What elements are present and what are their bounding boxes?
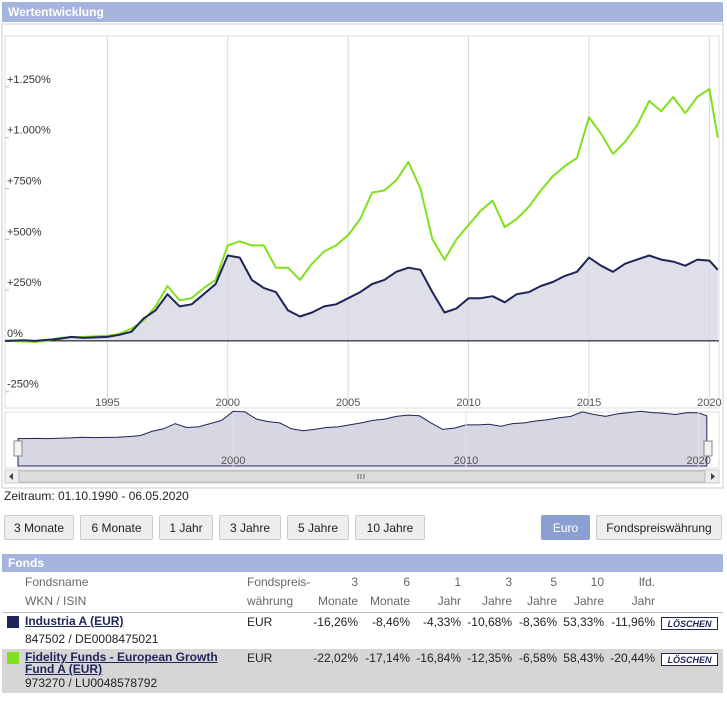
- period-button[interactable]: 3 Jahre: [219, 515, 281, 540]
- x-tick-label: 2020: [697, 397, 721, 409]
- column-header: 3: [351, 575, 358, 589]
- column-header: 1: [454, 575, 461, 589]
- y-tick-label: +1.250%: [7, 74, 51, 86]
- column-header: Jahre: [573, 594, 604, 608]
- delete-button[interactable]: LÖSCHEN: [661, 617, 718, 630]
- plot-area: [4, 35, 720, 409]
- delete-button[interactable]: LÖSCHEN: [661, 653, 718, 666]
- table-header: Fonds: [2, 554, 723, 572]
- y-tick-label: +1.000%: [7, 125, 51, 137]
- navigator-handle[interactable]: [13, 440, 23, 457]
- fund-return: -6,58%: [518, 651, 557, 665]
- column-header: lfd.: [638, 575, 655, 589]
- fund-id: 847502 / DE0008475021: [25, 632, 159, 646]
- fund-return: 58,43%: [563, 651, 604, 665]
- column-header: WKN / ISIN: [25, 594, 87, 608]
- fund-return: -8,36%: [518, 615, 557, 629]
- column-header: Jahre: [481, 594, 512, 608]
- y-tick-label: +250%: [7, 277, 42, 289]
- y-tick-label: +500%: [7, 226, 42, 238]
- scroll-right-arrow: [711, 473, 715, 480]
- currency-button[interactable]: Fondspreiswährung: [596, 515, 722, 540]
- fund-return: -22,02%: [313, 651, 358, 665]
- column-header: 10: [590, 575, 604, 589]
- series-swatch: [7, 616, 19, 628]
- series-area: [5, 255, 718, 341]
- fund-return: -12,35%: [467, 651, 512, 665]
- y-tick-label: 0%: [7, 328, 23, 340]
- y-tick-label: -250%: [7, 379, 39, 391]
- column-header: Fondsname: [25, 575, 89, 589]
- navigator-tick-label: 2010: [454, 455, 478, 467]
- period-button[interactable]: 5 Jahre: [287, 515, 349, 540]
- y-tick-label: +750%: [7, 175, 42, 187]
- fund-return: -4,33%: [422, 615, 461, 629]
- fund-return: -16,84%: [416, 651, 461, 665]
- series-swatch: [7, 652, 19, 664]
- column-header: Jahr: [437, 594, 461, 608]
- fund-return: -10,68%: [467, 615, 512, 629]
- fund-return: -20,44%: [610, 651, 655, 665]
- fund-id: 973270 / LU0048578792: [25, 676, 158, 690]
- table-row: [2, 613, 723, 649]
- navigator-handle[interactable]: [703, 440, 713, 457]
- fund-currency: EUR: [247, 615, 273, 629]
- scroll-left-arrow: [9, 473, 13, 480]
- period-text: Zeitraum: 01.10.1990 - 06.05.2020: [4, 489, 189, 503]
- period-button[interactable]: 1 Jahr: [159, 515, 213, 540]
- row-separator: [2, 612, 723, 613]
- x-tick-label: 2015: [577, 397, 601, 409]
- column-header: währung: [247, 594, 294, 608]
- table-row: [2, 649, 723, 693]
- fund-return: -16,26%: [313, 615, 358, 629]
- period-button[interactable]: 6 Monate: [80, 515, 153, 540]
- chart: 1995 2000 2005 2010 2015 2020 -250% 0% +250% +500…: [1, 23, 724, 489]
- column-header: Monate: [369, 594, 410, 608]
- fund-return: -17,14%: [365, 651, 410, 665]
- x-tick-label: 2000: [216, 397, 240, 409]
- fund-name[interactable]: Fidelity Funds - European Growth Fund A …: [25, 650, 218, 676]
- x-tick-label: 1995: [95, 397, 119, 409]
- column-header: Monate: [317, 594, 358, 608]
- series-line: [4, 254, 719, 342]
- fund-return: -11,96%: [611, 615, 655, 629]
- currency-button[interactable]: Euro: [541, 515, 590, 540]
- column-header: Jahr: [631, 594, 655, 608]
- fund-currency: EUR: [247, 651, 273, 665]
- navigator-tick-label: 2020: [686, 455, 710, 467]
- column-header: 3: [505, 575, 512, 589]
- scrollbar-thumb[interactable]: [18, 470, 706, 483]
- navigator-tick-label: 2000: [221, 455, 245, 467]
- column-header: 5: [550, 575, 557, 589]
- x-tick-label: 2005: [336, 397, 360, 409]
- column-header: Fondspreis-: [247, 575, 311, 589]
- period-button[interactable]: 10 Jahre: [355, 515, 425, 540]
- period-button[interactable]: 3 Monate: [4, 515, 74, 540]
- fund-return: 53,33%: [563, 615, 604, 629]
- x-tick-label: 2010: [456, 397, 480, 409]
- navigator-series: [17, 410, 708, 467]
- panel-header: Wertentwicklung: [2, 2, 723, 22]
- column-header: Jahre: [526, 594, 557, 608]
- fund-return: -8,46%: [371, 615, 410, 629]
- fund-name[interactable]: Industria A (EUR): [25, 614, 124, 628]
- column-header: 6: [403, 575, 410, 589]
